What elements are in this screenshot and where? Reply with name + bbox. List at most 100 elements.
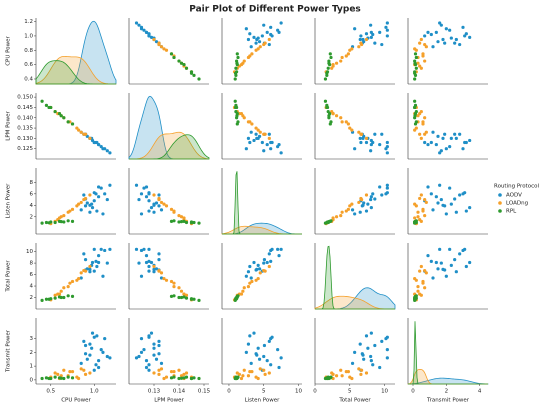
scatter-point	[248, 120, 252, 124]
scatter-point	[147, 264, 151, 269]
scatter-point	[418, 64, 422, 68]
scatter-point	[162, 47, 166, 51]
scatter-point	[68, 370, 72, 374]
scatter-point	[325, 105, 329, 110]
scatter-point	[449, 36, 453, 40]
scatter-point	[256, 376, 260, 381]
scatter-point	[269, 32, 273, 37]
scatter-point	[235, 52, 239, 56]
scatter-point	[70, 370, 75, 374]
scatter-point	[366, 202, 370, 206]
scatter-point	[339, 214, 343, 218]
scatter-point	[162, 276, 166, 281]
scatter-point	[164, 204, 169, 208]
scatter-point	[434, 142, 438, 147]
scatter-point	[258, 130, 262, 134]
scatter-point	[83, 372, 88, 376]
scatter-point	[458, 193, 462, 197]
scatter-point	[423, 42, 427, 47]
subplot	[128, 168, 209, 235]
scatter-point	[439, 261, 443, 265]
scatter-point	[258, 271, 262, 275]
scatter-point	[413, 105, 417, 110]
scatter-point	[362, 357, 366, 361]
scatter-point	[464, 140, 468, 145]
kde-curve	[129, 134, 210, 160]
scatter-point	[371, 363, 375, 367]
scatter-point	[44, 103, 49, 107]
scatter-point	[134, 356, 139, 360]
scatter-point	[164, 278, 169, 282]
kde-curve	[315, 245, 395, 310]
y-tick-label: 1	[30, 364, 34, 370]
scatter-point	[134, 183, 139, 187]
scatter-point	[431, 208, 435, 212]
scatter-point	[369, 197, 373, 202]
y-tick-label: 2	[30, 295, 34, 301]
scatter-point	[88, 210, 92, 214]
scatter-point	[340, 210, 344, 214]
scatter-point	[152, 202, 156, 206]
scatter-point	[249, 45, 253, 49]
scatter-point	[269, 140, 273, 145]
scatter-point	[197, 298, 201, 302]
scatter-point	[66, 219, 70, 223]
scatter-point	[95, 209, 99, 213]
scatter-point	[360, 42, 364, 47]
scatter-point	[152, 193, 156, 197]
scatter-point	[182, 219, 186, 223]
scatter-point	[182, 292, 186, 296]
scatter-point	[108, 247, 112, 251]
scatter-point	[429, 259, 433, 263]
scatter-point	[423, 268, 427, 273]
scatter-point	[179, 61, 184, 65]
scatter-point	[249, 276, 253, 280]
scatter-point	[424, 271, 428, 275]
scatter-point	[277, 365, 281, 370]
scatter-point	[164, 48, 169, 52]
scatter-point	[369, 149, 373, 153]
x-tick-label: 10	[295, 389, 302, 395]
scatter-point	[350, 47, 354, 51]
scatter-point	[83, 204, 88, 208]
scatter-point	[70, 376, 75, 380]
scatter-point	[262, 149, 266, 153]
scatter-point	[431, 276, 435, 280]
scatter-point	[157, 268, 161, 273]
scatter-point	[434, 195, 438, 199]
kde-curve	[35, 55, 117, 85]
subplot	[314, 318, 395, 385]
scatter-point	[384, 192, 388, 196]
scatter-point	[97, 365, 101, 370]
scatter-point	[44, 220, 49, 225]
scatter-point	[248, 334, 252, 338]
scatter-point	[373, 41, 377, 45]
subplot	[407, 93, 488, 160]
scatter-point	[378, 30, 382, 34]
scatter-point	[421, 209, 425, 213]
scatter-point	[189, 221, 194, 225]
scatter-point	[413, 276, 417, 281]
scatter-point	[159, 276, 164, 280]
scatter-point	[147, 269, 151, 273]
scatter-point	[262, 132, 266, 136]
scatter-point	[235, 61, 239, 65]
scatter-point	[192, 220, 196, 225]
scatter-point	[83, 343, 88, 348]
scatter-point	[62, 214, 66, 218]
scatter-point	[177, 59, 181, 63]
scatter-point	[258, 45, 262, 49]
scatter-point	[246, 136, 251, 140]
scatter-point	[334, 61, 339, 65]
scatter-point	[157, 339, 161, 343]
scatter-point	[70, 122, 75, 126]
scatter-point	[458, 42, 462, 47]
subplot	[221, 18, 302, 85]
scatter-point	[244, 274, 248, 278]
kde-curve	[128, 131, 210, 160]
scatter-point	[254, 126, 258, 130]
scatter-point	[235, 122, 239, 126]
scatter-point	[152, 264, 156, 269]
scatter-point	[413, 71, 417, 75]
scatter-point	[279, 356, 283, 360]
